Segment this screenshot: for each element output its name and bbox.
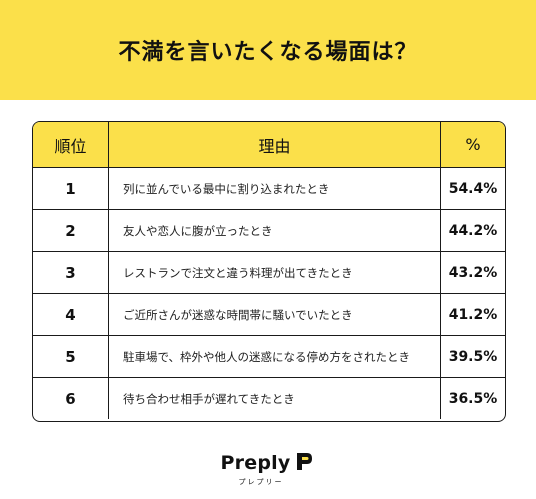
brand-name: Preply [220, 452, 291, 474]
rank-cell: 4 [33, 294, 109, 335]
reason-cell: 列に並んでいる最中に割り込まれたとき [109, 168, 441, 209]
table-row: 3 レストランで注文と違う料理が出てきたとき 43.2% [33, 251, 505, 293]
percent-cell: 39.5% [441, 336, 505, 377]
reason-text: レストランで注文と違う料理が出てきたとき [123, 265, 353, 280]
percent-cell: 41.2% [441, 294, 505, 335]
brand-logo-row: Preply [221, 450, 316, 476]
percent-cell: 43.2% [441, 252, 505, 293]
percent-value: 54.4% [448, 180, 498, 197]
rank-cell: 6 [33, 378, 109, 419]
percent-value: 36.5% [448, 390, 498, 407]
rank-value: 5 [65, 347, 76, 366]
rank-value: 2 [65, 221, 76, 240]
percent-value: 39.5% [448, 348, 498, 365]
percent-cell: 36.5% [441, 378, 505, 419]
title-banner: 不満を言いたくなる場面は？ [0, 0, 536, 100]
reason-text: ご近所さんが迷惑な時間帯に騒いでいたとき [123, 307, 353, 322]
rank-value: 6 [65, 389, 76, 408]
header-percent: % [465, 135, 481, 154]
rank-value: 3 [65, 263, 76, 282]
header-reason: 理由 [109, 122, 441, 167]
rank-cell: 3 [33, 252, 109, 293]
rank-value: 1 [65, 179, 76, 198]
reason-cell: 友人や恋人に腹が立ったとき [109, 210, 441, 251]
brand-logo: Preply プレプリー [0, 450, 536, 487]
percent-value: 43.2% [448, 264, 498, 281]
reason-text: 待ち合わせ相手が遅れてきたとき [123, 391, 295, 406]
reason-cell: レストランで注文と違う料理が出てきたとき [109, 252, 441, 293]
reason-text: 友人や恋人に腹が立ったとき [123, 223, 273, 238]
brand-subtitle: プレプリー [238, 478, 284, 486]
ranking-table: 順位 理由 % 1 列に並んでいる最中に割り込まれたとき 54.4% 2 友人や… [32, 121, 506, 422]
rank-cell: 1 [33, 168, 109, 209]
table-row: 5 駐車場で、枠外や他人の迷惑になる停め方をされたとき 39.5% [33, 335, 505, 377]
rank-cell: 2 [33, 210, 109, 251]
table-header-row: 順位 理由 % [33, 122, 505, 167]
table-row: 6 待ち合わせ相手が遅れてきたとき 36.5% [33, 377, 505, 419]
reason-text: 駐車場で、枠外や他人の迷惑になる停め方をされたとき [123, 349, 411, 364]
rank-value: 4 [65, 305, 76, 324]
page-title: 不満を言いたくなる場面は？ [118, 40, 418, 65]
rank-cell: 5 [33, 336, 109, 377]
percent-cell: 44.2% [441, 210, 505, 251]
table-row: 1 列に並んでいる最中に割り込まれたとき 54.4% [33, 167, 505, 209]
reason-cell: ご近所さんが迷惑な時間帯に騒いでいたとき [109, 294, 441, 335]
table-row: 4 ご近所さんが迷惑な時間帯に騒いでいたとき 41.2% [33, 293, 505, 335]
header-rank: 順位 [33, 122, 109, 167]
preply-logo-icon [293, 450, 315, 476]
percent-value: 44.2% [448, 222, 498, 239]
reason-cell: 待ち合わせ相手が遅れてきたとき [109, 378, 441, 419]
reason-cell: 駐車場で、枠外や他人の迷惑になる停め方をされたとき [109, 336, 441, 377]
table-row: 2 友人や恋人に腹が立ったとき 44.2% [33, 209, 505, 251]
percent-value: 41.2% [448, 306, 498, 323]
percent-cell: 54.4% [441, 168, 505, 209]
reason-text: 列に並んでいる最中に割り込まれたとき [123, 181, 330, 196]
